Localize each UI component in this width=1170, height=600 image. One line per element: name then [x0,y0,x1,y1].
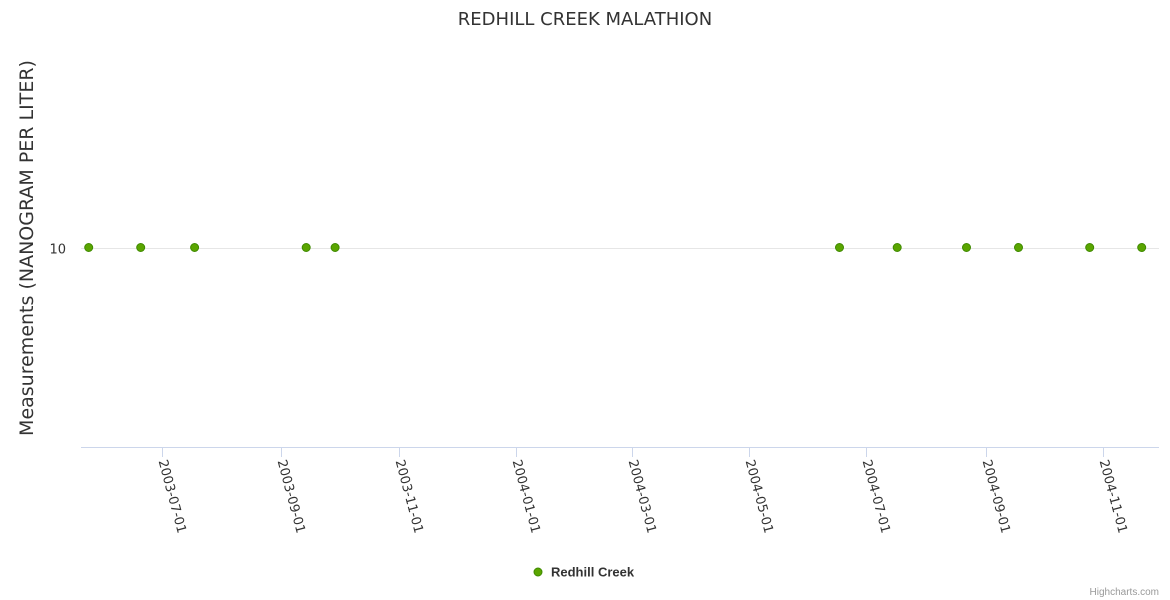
legend-marker[interactable] [533,567,543,577]
data-point[interactable] [835,243,844,252]
series-redhill-creek [84,243,1147,252]
x-tick-label: 2004-09-01 [979,458,1013,535]
data-point[interactable] [962,243,971,252]
data-point[interactable] [1137,243,1147,252]
legend-label[interactable]: Redhill Creek [551,565,635,580]
x-tick-label: 2004-05-01 [742,458,776,535]
x-tick-label: 2004-03-01 [625,458,659,535]
legend[interactable]: Redhill Creek [533,565,635,580]
x-tick-label: 2003-11-01 [392,458,426,535]
x-tick-label: 2003-07-01 [155,458,189,535]
x-axis-ticks: 2003-07-01 2003-09-01 2003-11-01 2004-01-01… [155,447,1130,535]
data-point[interactable] [892,243,902,252]
x-tick-label: 2004-11-01 [1096,458,1130,535]
data-point[interactable] [1014,243,1023,252]
data-point[interactable] [1085,243,1095,252]
data-point[interactable] [330,243,340,252]
x-tick-label: 2004-01-01 [509,458,543,535]
data-point[interactable] [301,243,311,252]
data-point[interactable] [84,243,94,252]
data-point[interactable] [190,243,200,252]
data-point[interactable] [136,243,146,252]
credits-link[interactable]: Highcharts.com [1090,587,1159,598]
y-axis-ticks: 10 [49,243,66,258]
y-axis-label: Measurements (NANOGRAM PER LITER) [16,60,38,436]
chart-title: REDHILL CREEK MALATHION [458,9,712,30]
y-tick-label: 10 [49,243,66,258]
x-tick-label: 2003-09-01 [274,458,308,535]
x-tick-label: 2004-07-01 [859,458,893,535]
